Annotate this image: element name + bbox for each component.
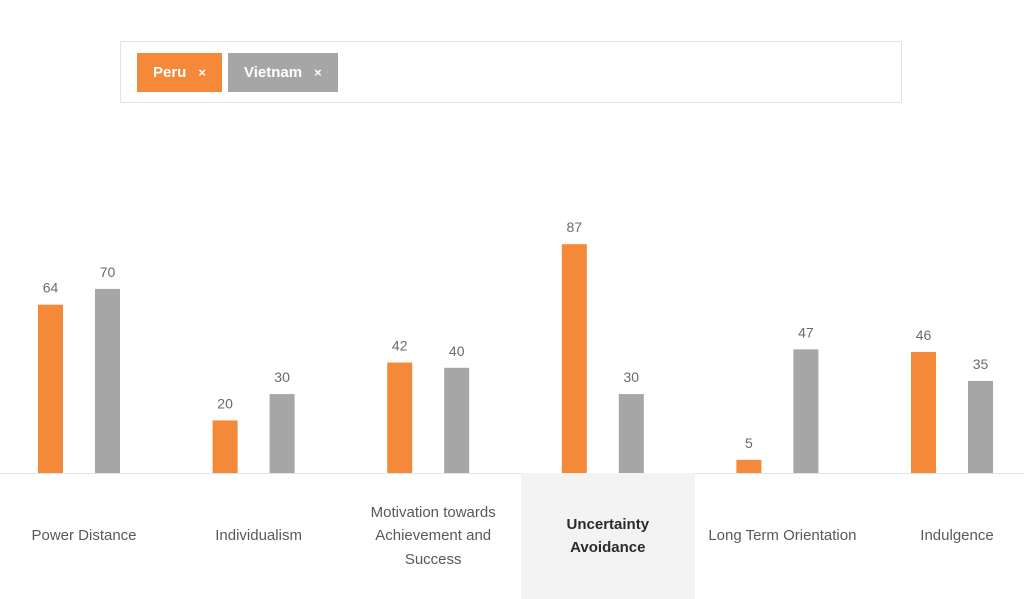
data-label-peru-4: 5 <box>745 435 753 451</box>
data-label-peru-0: 64 <box>43 280 59 296</box>
category-label-0[interactable]: Power Distance <box>31 527 137 545</box>
data-label-vietnam-5: 35 <box>973 356 989 372</box>
data-label-vietnam-2: 40 <box>449 343 465 359</box>
bar-vietnam-2[interactable] <box>444 367 470 473</box>
bar-peru-1[interactable] <box>212 420 238 473</box>
data-label-vietnam-0: 70 <box>100 264 116 280</box>
bar-vietnam-4[interactable] <box>793 349 819 473</box>
bar-peru-4[interactable] <box>736 459 762 473</box>
bar-peru-5[interactable] <box>911 352 936 473</box>
bar-peru-0[interactable] <box>38 304 63 473</box>
data-label-peru-1: 20 <box>217 395 233 411</box>
data-label-peru-5: 46 <box>916 327 932 343</box>
remove-icon[interactable]: × <box>314 65 322 80</box>
bar-vietnam-3[interactable] <box>618 394 644 473</box>
data-label-vietnam-3: 30 <box>624 369 640 385</box>
category-label-4[interactable]: Long Term Orientation <box>708 527 857 545</box>
data-label-peru-2: 42 <box>392 338 408 354</box>
data-label-vietnam-4: 47 <box>798 324 814 340</box>
country-filter-box: Peru × Vietnam × <box>120 41 902 103</box>
data-label-peru-3: 87 <box>567 219 583 235</box>
bar-peru-2[interactable] <box>387 362 413 473</box>
filter-chip-label: Peru <box>153 64 187 81</box>
bar-vietnam-5[interactable] <box>968 380 993 473</box>
category-label-5[interactable]: Indulgence <box>920 527 994 545</box>
category-label-1[interactable]: Individualism <box>215 527 302 545</box>
remove-icon[interactable]: × <box>198 65 206 80</box>
bar-vietnam-0[interactable] <box>95 288 120 473</box>
data-label-vietnam-1: 30 <box>274 369 290 385</box>
filter-chip-label: Vietnam <box>244 64 303 81</box>
bar-vietnam-1[interactable] <box>269 394 295 473</box>
bar-peru-3[interactable] <box>561 244 587 473</box>
category-label-3[interactable]: Uncertainty Avoidance <box>520 473 695 599</box>
filter-chip-vietnam[interactable]: Vietnam × <box>228 53 338 92</box>
category-label-2[interactable]: Motivation towards Achievement and Succe… <box>370 503 496 568</box>
filter-chip-peru[interactable]: Peru × <box>137 53 222 92</box>
